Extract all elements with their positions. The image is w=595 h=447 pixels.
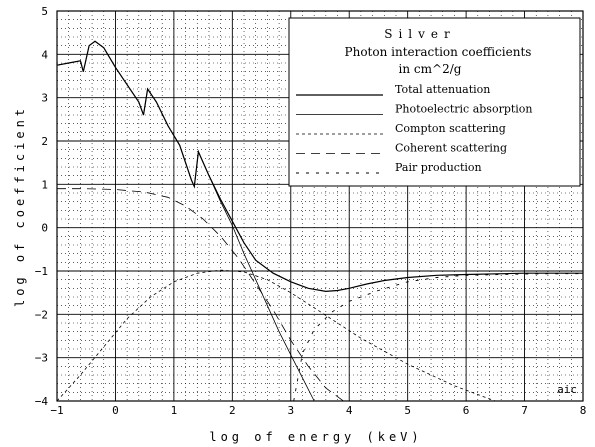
x-tick-label: 1: [171, 404, 178, 417]
x-axis-title: log of energy (keV): [209, 430, 422, 444]
y-tick-label: 1: [41, 178, 48, 191]
y-tick-label: −2: [35, 308, 48, 321]
x-tick-label: 7: [521, 404, 528, 417]
y-tick-label: −1: [35, 265, 48, 278]
series-line-1: [56, 40, 315, 402]
tick-labels: −1 0 1 2 3 4 5 6 7 8 5 4 3 2 1 0 −1 −2 −3 −4: [35, 5, 587, 417]
plot-frame: [56, 10, 584, 402]
legend: Silver Photon interaction coefficients i…: [288, 17, 581, 187]
legend-label-1: Photoelectric absorption: [395, 103, 533, 116]
y-tick-label: −4: [35, 395, 49, 408]
legend-label-2: Compton scattering: [395, 122, 506, 135]
legend-label-0: Total attenuation: [395, 83, 490, 96]
y-tick-label: 0: [41, 222, 48, 235]
legend-subtitle: Photon interaction coefficients: [345, 45, 532, 59]
x-tick-label: 3: [287, 404, 294, 417]
y-tick-label: 4: [41, 48, 48, 61]
series-layer: [56, 40, 584, 402]
x-tick-label: 2: [229, 404, 236, 417]
legend-entries: Total attenuation Photoelectric absorptio…: [296, 83, 533, 174]
y-tick-label: 5: [41, 5, 48, 18]
series-line-2: [56, 269, 496, 402]
y-axis-title: log of coefficient: [13, 105, 27, 307]
legend-units: in cm^2/g: [399, 62, 462, 76]
x-tick-label: −1: [50, 404, 63, 417]
series-line-3: [57, 188, 344, 402]
legend-title: Silver: [384, 27, 456, 41]
x-tick-label: 0: [112, 404, 119, 417]
legend-label-3: Coherent scattering: [395, 142, 507, 155]
x-tick-label: 8: [580, 404, 587, 417]
legend-label-4: Pair production: [395, 161, 482, 174]
series-line-4: [293, 273, 584, 402]
x-tick-label: 4: [346, 404, 353, 417]
x-tick-label: 6: [463, 404, 470, 417]
x-tick-label: 5: [404, 404, 411, 417]
y-tick-label: 3: [41, 92, 48, 105]
y-tick-label: −3: [35, 352, 48, 365]
corner-note: aic: [557, 383, 577, 396]
y-tick-label: 2: [41, 135, 48, 148]
legend-box: [288, 17, 581, 187]
